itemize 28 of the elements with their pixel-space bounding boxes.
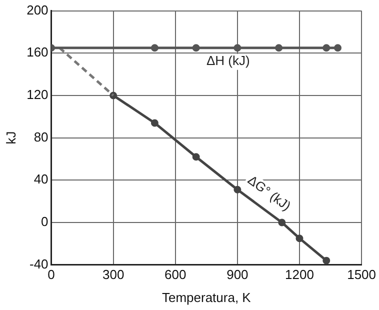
y-tick-label: 0: [41, 214, 48, 230]
point: [334, 44, 342, 52]
point: [192, 153, 200, 161]
point: [278, 218, 286, 226]
x-tick-label: 1200: [285, 267, 314, 282]
x-tick-label: 600: [164, 267, 186, 282]
y-tick-label: 200: [26, 2, 48, 18]
point: [275, 44, 283, 52]
series-label: ΔH (kJ): [206, 52, 250, 68]
x-axis-title: Temperatura, K: [162, 290, 252, 305]
point: [150, 119, 158, 127]
y-tick-label: 120: [26, 87, 48, 102]
point: [192, 44, 200, 52]
point: [296, 234, 304, 242]
point: [322, 44, 330, 52]
point: [322, 256, 330, 264]
y-axis-title: kJ: [3, 131, 18, 144]
y-tick-label: 40: [34, 172, 48, 187]
text: ΔG° (kJ): [245, 172, 294, 214]
point: [150, 44, 158, 52]
x-tick-label: 1500: [347, 267, 376, 282]
x-tick-label: 300: [102, 267, 124, 282]
y-tick-label: 80: [34, 129, 48, 144]
y-tick-label: 160: [26, 44, 48, 60]
point: [234, 186, 242, 194]
y-tick-label: -40: [29, 256, 48, 272]
point: [234, 44, 242, 52]
x-tick-label: 900: [226, 267, 248, 282]
